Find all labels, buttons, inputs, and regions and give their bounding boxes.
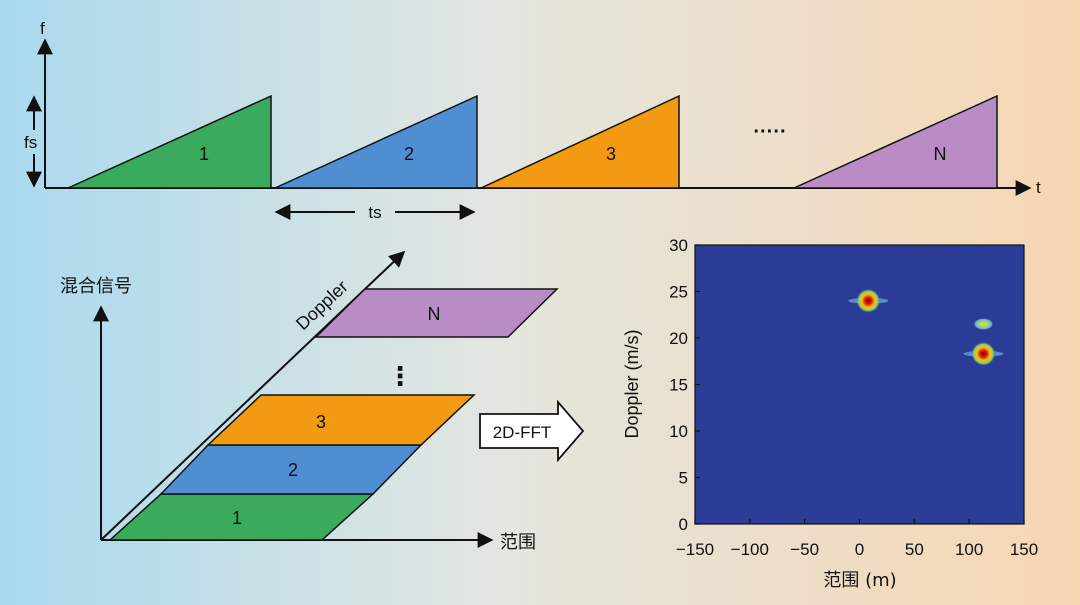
fft-arrow-label: 2D-FFT bbox=[493, 423, 552, 442]
chirp-3-label: 3 bbox=[606, 144, 616, 164]
x-tick-label: 0 bbox=[855, 540, 864, 559]
y-tick-label: 0 bbox=[679, 515, 688, 534]
target-peak bbox=[856, 288, 881, 313]
layer-n-label: N bbox=[428, 304, 441, 324]
layer-1-label: 1 bbox=[232, 508, 242, 528]
x-tick-label: −150 bbox=[676, 540, 714, 559]
x-tick-label: 50 bbox=[905, 540, 924, 559]
chirp-n-label: N bbox=[934, 144, 947, 164]
stacked-chirp-matrix: 混合信号 范围 Doppler 1 2 3 ⋮ N bbox=[60, 250, 559, 553]
fft-arrow: 2D-FFT bbox=[479, 399, 585, 463]
heatmap-targets bbox=[848, 288, 1004, 366]
target-peak bbox=[973, 318, 994, 331]
mixed-signal-label: 混合信号 bbox=[60, 276, 132, 297]
target-peak bbox=[971, 341, 996, 366]
range-label: 范围 bbox=[500, 532, 536, 553]
heatmap-y-label: Doppler (m/s) bbox=[622, 329, 642, 438]
y-tick-label: 10 bbox=[669, 422, 688, 441]
chirp-1-label: 1 bbox=[199, 144, 209, 164]
chirp-2 bbox=[274, 94, 478, 189]
chirp-timing-diagram: f t fs 1 2 3 ····· N ts bbox=[24, 19, 1041, 222]
heatmap-y-ticks: 0 5 10 15 20 25 30 bbox=[669, 236, 700, 534]
y-tick-label: 30 bbox=[669, 236, 688, 255]
x-tick-label: 100 bbox=[955, 540, 983, 559]
y-tick-label: 5 bbox=[679, 469, 688, 488]
fft-arrow-shape bbox=[479, 399, 585, 463]
heatmap-plot-area bbox=[694, 244, 1025, 525]
fs-label: fs bbox=[24, 133, 37, 152]
range-doppler-heatmap: −150 −100 −50 0 50 100 150 0 5 10 15 20 25 30 范围 (m)… bbox=[622, 236, 1038, 591]
f-axis-label: f bbox=[40, 19, 45, 38]
heatmap-x-label: 范围 (m) bbox=[823, 570, 896, 591]
x-tick-label: −100 bbox=[731, 540, 769, 559]
layer-3 bbox=[206, 394, 476, 446]
chirp-3 bbox=[480, 94, 680, 189]
t-axis-label: t bbox=[1036, 178, 1041, 197]
x-tick-label: −50 bbox=[790, 540, 819, 559]
x-tick-label: 150 bbox=[1010, 540, 1038, 559]
layer-n bbox=[314, 288, 559, 338]
heatmap-x-ticks: −150 −100 −50 0 50 100 150 bbox=[676, 519, 1038, 559]
chirp-1 bbox=[67, 94, 272, 189]
chirp-2-label: 2 bbox=[404, 144, 414, 164]
layer-ellipsis: ⋮ bbox=[387, 361, 413, 391]
ts-label: ts bbox=[368, 203, 381, 222]
layer-2-label: 2 bbox=[288, 460, 298, 480]
layer-3-label: 3 bbox=[316, 412, 326, 432]
y-tick-label: 25 bbox=[669, 283, 688, 302]
y-tick-label: 20 bbox=[669, 329, 688, 348]
chirp-ellipsis: ····· bbox=[753, 121, 786, 143]
y-tick-label: 15 bbox=[669, 376, 688, 395]
chirp-n bbox=[793, 94, 998, 189]
